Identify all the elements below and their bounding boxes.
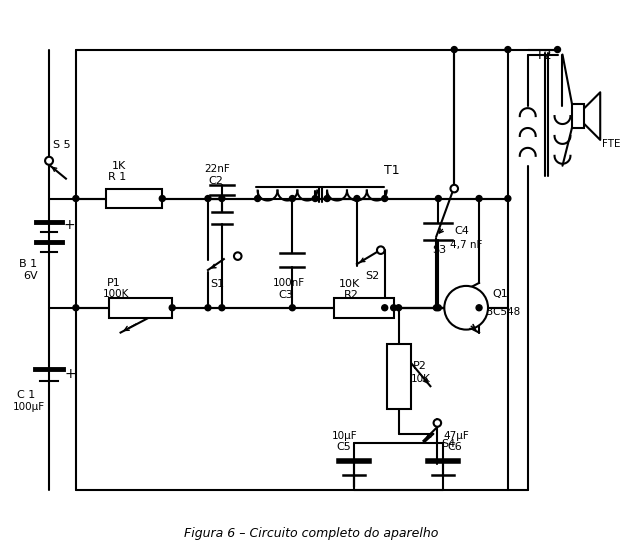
Circle shape (73, 196, 79, 202)
Text: C4: C4 (454, 226, 469, 237)
Circle shape (391, 305, 397, 311)
Text: S1: S1 (210, 279, 224, 289)
Circle shape (451, 185, 458, 192)
Circle shape (505, 196, 511, 202)
Bar (334, 298, 394, 318)
Text: C2: C2 (208, 175, 223, 186)
Circle shape (354, 196, 360, 202)
Text: 10K: 10K (339, 279, 360, 289)
Text: Q1: Q1 (492, 289, 508, 299)
Circle shape (219, 196, 225, 202)
Circle shape (205, 305, 211, 311)
Circle shape (382, 196, 388, 202)
Circle shape (169, 305, 175, 311)
Circle shape (433, 305, 439, 311)
Text: 10µF: 10µF (332, 431, 357, 441)
Circle shape (554, 46, 561, 52)
Circle shape (289, 196, 296, 202)
Circle shape (436, 196, 441, 202)
Text: S2: S2 (365, 271, 379, 281)
Circle shape (312, 196, 318, 202)
Text: FTE: FTE (602, 139, 621, 149)
Circle shape (434, 419, 441, 427)
Text: 22nF: 22nF (204, 164, 230, 174)
Circle shape (45, 157, 53, 165)
Text: 100µF: 100µF (13, 402, 46, 412)
Text: +: + (64, 219, 76, 232)
Text: S3: S3 (432, 245, 446, 255)
Text: 1K: 1K (112, 161, 126, 171)
Bar (572, 104, 584, 128)
Text: T2: T2 (536, 49, 551, 62)
Circle shape (234, 252, 241, 260)
Circle shape (289, 305, 296, 311)
Circle shape (444, 286, 488, 330)
Circle shape (159, 196, 165, 202)
Text: B 1: B 1 (19, 259, 38, 269)
Text: C5: C5 (336, 442, 351, 452)
Text: T1: T1 (384, 164, 399, 177)
Text: +: + (65, 367, 77, 382)
Text: P2: P2 (412, 361, 426, 371)
Text: C 1: C 1 (18, 390, 36, 400)
Bar (387, 344, 411, 409)
Circle shape (505, 46, 511, 52)
Bar (109, 298, 172, 318)
Text: 100nF: 100nF (272, 278, 304, 288)
Text: 4,7 nF: 4,7 nF (450, 240, 482, 250)
Circle shape (205, 196, 211, 202)
Text: C6: C6 (448, 442, 462, 452)
Circle shape (396, 305, 402, 311)
Text: BC548: BC548 (486, 307, 520, 317)
Text: 100K: 100K (102, 289, 129, 299)
Circle shape (476, 305, 482, 311)
Text: S4: S4 (441, 439, 456, 449)
Text: R 1: R 1 (107, 172, 126, 181)
Circle shape (436, 305, 441, 311)
Circle shape (476, 196, 482, 202)
Circle shape (73, 305, 79, 311)
Text: R2: R2 (344, 290, 359, 300)
Text: C3: C3 (279, 290, 293, 300)
Bar (106, 189, 162, 208)
Circle shape (451, 46, 458, 52)
Circle shape (382, 305, 388, 311)
Text: 10K: 10K (411, 374, 431, 384)
Text: 47µF: 47µF (443, 431, 469, 441)
Circle shape (254, 196, 261, 202)
Circle shape (219, 305, 225, 311)
Text: P1: P1 (107, 278, 121, 288)
Circle shape (377, 246, 384, 254)
Text: S 5: S 5 (53, 140, 71, 150)
Text: Figura 6 – Circuito completo do aparelho: Figura 6 – Circuito completo do aparelho (184, 526, 438, 540)
Circle shape (324, 196, 330, 202)
Text: 6V: 6V (23, 271, 38, 281)
